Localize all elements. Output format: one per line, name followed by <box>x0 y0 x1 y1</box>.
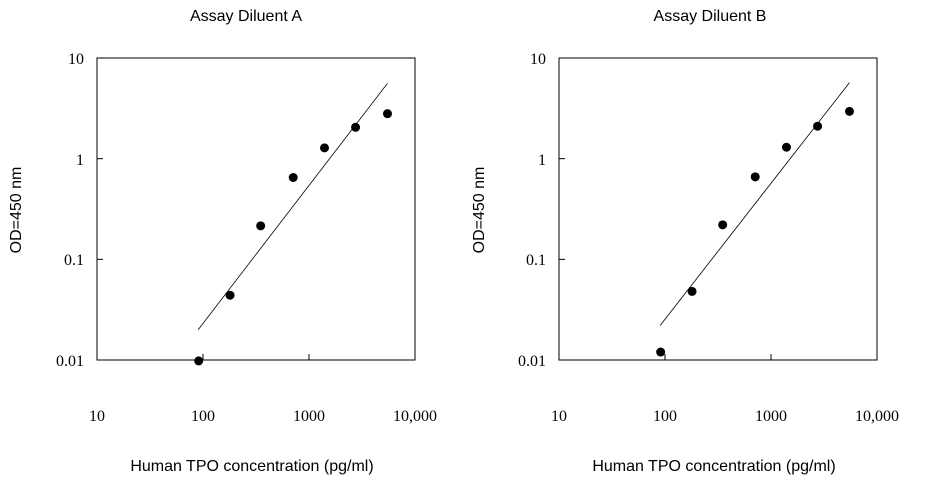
axis-ticks <box>96 57 416 361</box>
chart-title: Assay Diluent B <box>654 8 767 25</box>
axis-ticks <box>558 57 878 361</box>
data-point-4 <box>319 143 329 153</box>
data-point-5 <box>351 122 361 132</box>
data-point-1 <box>687 286 697 296</box>
data-point-0 <box>656 347 666 357</box>
y-tick-label-0.1: 0.1 <box>64 252 84 269</box>
plot-frame <box>558 57 878 361</box>
x-axis-label: Human TPO concentration (pg/ml) <box>592 458 835 475</box>
data-points <box>194 109 392 366</box>
data-point-6 <box>844 106 854 116</box>
x-tick-label-10: 10 <box>551 408 567 425</box>
data-points <box>656 106 854 357</box>
data-point-1 <box>225 290 235 300</box>
data-point-6 <box>382 109 392 119</box>
x-tick-label-10000: 10,000 <box>393 408 437 425</box>
y-tick-label-0.01: 0.01 <box>56 353 84 370</box>
x-tick-label-100: 100 <box>653 408 677 425</box>
y-tick-label-0.1: 0.1 <box>526 252 546 269</box>
data-point-2 <box>256 221 266 231</box>
y-axis-label: OD=450 nm <box>471 167 488 254</box>
x-tick-label-1000: 1000 <box>755 408 787 425</box>
chart-panel-assay-diluent-a: Assay Diluent A 10 100 1000 10,000 0.01 … <box>8 8 437 475</box>
x-axis-label: Human TPO concentration (pg/ml) <box>130 458 373 475</box>
chart-panel-assay-diluent-b: Assay Diluent B 10 100 1000 10,000 0.01 … <box>471 8 899 475</box>
y-axis-label: OD=450 nm <box>8 167 25 254</box>
data-point-0 <box>194 356 204 366</box>
y-tick-label-1: 1 <box>76 152 84 169</box>
data-point-3 <box>288 173 298 183</box>
x-tick-label-10: 10 <box>89 408 105 425</box>
x-tick-label-100: 100 <box>191 408 215 425</box>
y-tick-label-1: 1 <box>538 152 546 169</box>
y-tick-label-10: 10 <box>68 51 84 68</box>
x-tick-label-1000: 1000 <box>293 408 325 425</box>
plot-frame <box>96 57 416 361</box>
data-point-4 <box>781 142 791 152</box>
data-point-5 <box>813 121 823 131</box>
data-point-2 <box>718 220 728 230</box>
y-tick-label-10: 10 <box>530 51 546 68</box>
data-point-3 <box>750 172 760 182</box>
y-tick-label-0.01: 0.01 <box>518 353 546 370</box>
x-tick-label-10000: 10,000 <box>855 408 899 425</box>
chart-title: Assay Diluent A <box>190 8 302 25</box>
